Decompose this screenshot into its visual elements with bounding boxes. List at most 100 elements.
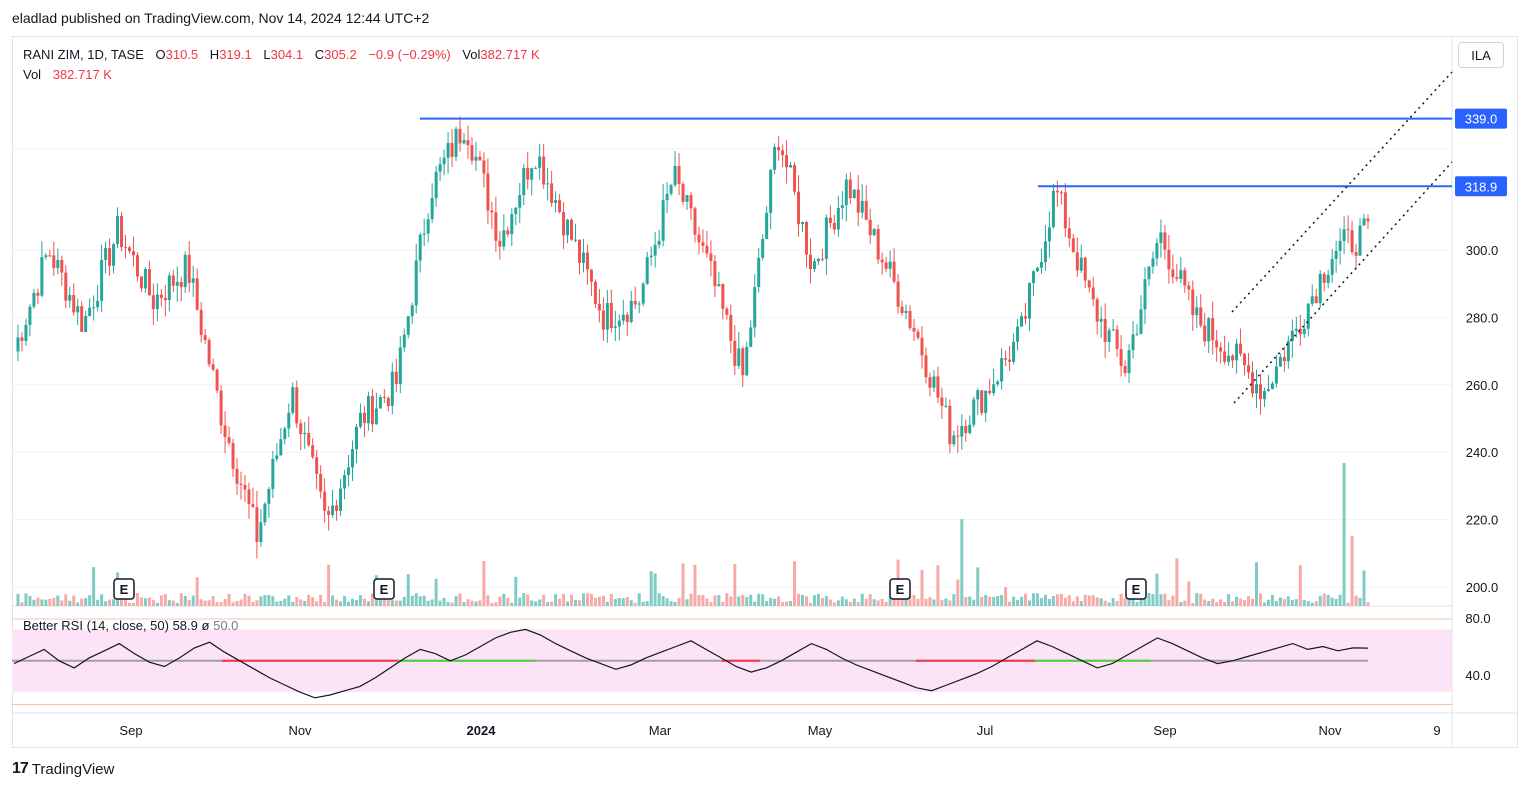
candle-body xyxy=(382,396,386,398)
candle-body xyxy=(195,278,199,310)
volume-bar xyxy=(1322,593,1326,606)
candle-body xyxy=(351,449,354,468)
volume-bar xyxy=(948,600,952,606)
volume-bar xyxy=(1063,597,1067,606)
candle-body xyxy=(179,281,183,288)
rsi-legend[interactable]: Better RSI (14, close, 50) 58.9 ø 50.0 xyxy=(23,618,238,633)
candle-body xyxy=(900,306,904,314)
volume-bar xyxy=(721,601,725,606)
candle-body xyxy=(574,239,578,241)
volume-bar xyxy=(593,597,597,606)
candle-body xyxy=(749,327,753,347)
candle-body xyxy=(1063,192,1067,229)
candle-body xyxy=(1239,343,1243,354)
candle-body xyxy=(948,405,952,445)
volume-bar xyxy=(219,602,223,606)
candle-body xyxy=(474,156,478,161)
volume-bar xyxy=(868,594,872,606)
candle-body xyxy=(804,222,808,255)
volume-bar xyxy=(880,598,884,606)
candle-body xyxy=(546,183,550,185)
volume-bar xyxy=(741,594,745,606)
candle-body xyxy=(721,284,725,309)
candle-body xyxy=(1004,358,1008,360)
earnings-label: E xyxy=(896,582,905,597)
candle-body xyxy=(374,408,378,425)
candle-body xyxy=(64,272,68,301)
candle-body xyxy=(1318,273,1322,304)
symbol-name[interactable]: RANI ZIM, 1D, TASE xyxy=(23,47,144,62)
volume-row-label[interactable]: Vol xyxy=(23,67,42,82)
candle-body xyxy=(693,208,697,235)
volume-bar xyxy=(860,593,864,606)
volume-bar xyxy=(661,595,665,606)
candle-body xyxy=(291,387,295,413)
volume-bar xyxy=(1310,602,1314,606)
candle-body xyxy=(299,423,303,435)
candle-body xyxy=(1251,372,1255,394)
volume-label: Vol xyxy=(462,47,481,62)
volume-bar xyxy=(143,598,147,606)
candle-body xyxy=(1215,340,1219,348)
footer-brand[interactable]: 17 TradingView xyxy=(12,760,114,778)
candle-body xyxy=(1294,328,1298,331)
candle-body xyxy=(645,257,649,284)
currency-button[interactable]: ILA xyxy=(1458,42,1504,68)
candle-body xyxy=(589,269,593,282)
volume-bar xyxy=(753,601,757,606)
candle-body xyxy=(370,396,374,425)
candle-body xyxy=(191,278,195,283)
candle-body xyxy=(597,303,601,311)
volume-bar xyxy=(279,600,283,606)
volume-bar xyxy=(960,519,964,606)
volume-bar xyxy=(514,576,518,606)
candle-body xyxy=(482,160,486,174)
candle-body xyxy=(430,198,434,220)
earnings-marker: E xyxy=(373,578,395,600)
candle-body xyxy=(753,287,757,328)
volume-bar xyxy=(438,600,442,606)
volume-bar xyxy=(414,593,418,606)
candle-body xyxy=(1258,384,1262,400)
volume-bar xyxy=(1262,602,1266,606)
volume-bar xyxy=(354,600,358,606)
volume-bar xyxy=(335,599,339,606)
volume-bar xyxy=(1047,599,1051,606)
candle-body xyxy=(1330,258,1334,275)
candle-body xyxy=(1055,190,1059,193)
candle-body xyxy=(366,396,370,424)
volume-bar xyxy=(1083,594,1087,606)
candle-body xyxy=(1143,279,1147,310)
candle-body xyxy=(1354,252,1358,256)
volume-bar xyxy=(243,593,247,606)
volume-bar xyxy=(450,602,454,606)
volume-bar xyxy=(16,593,20,606)
candle-body xyxy=(1298,328,1302,335)
volume-bar xyxy=(984,594,988,606)
candle-body xyxy=(944,405,948,407)
candle-body xyxy=(494,212,498,241)
candle-body xyxy=(757,257,761,288)
candle-body xyxy=(996,381,1000,385)
candle-body xyxy=(1211,318,1215,341)
candle-body xyxy=(661,200,665,241)
candle-body xyxy=(745,346,749,376)
earnings-label: E xyxy=(1132,582,1141,597)
candle-body xyxy=(223,425,227,438)
volume-bar xyxy=(339,601,343,606)
volume-bar xyxy=(1199,593,1203,606)
candle-body xyxy=(143,268,147,289)
volume-bar xyxy=(1119,593,1123,606)
volume-bar xyxy=(1251,598,1255,606)
volume-bar xyxy=(1270,594,1274,606)
volume-bar xyxy=(283,598,287,606)
candle-body xyxy=(155,294,159,310)
volume-bar xyxy=(912,594,916,606)
close-value: 305.2 xyxy=(324,47,357,62)
volume-bar xyxy=(215,602,219,606)
volume-bar xyxy=(1028,600,1031,606)
volume-bar xyxy=(801,594,805,606)
volume-bar xyxy=(789,600,793,606)
candle-body xyxy=(402,334,406,348)
